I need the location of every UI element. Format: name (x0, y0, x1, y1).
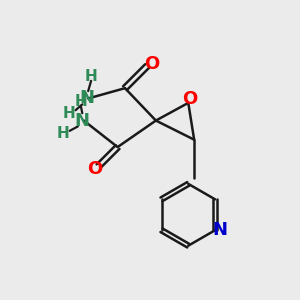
Text: H: H (63, 106, 75, 121)
Text: H: H (85, 69, 98, 84)
Text: O: O (87, 160, 103, 178)
Text: H: H (57, 126, 70, 141)
Text: H: H (74, 94, 87, 109)
Text: N: N (75, 112, 90, 130)
Text: O: O (144, 55, 159, 73)
Text: N: N (213, 221, 228, 239)
Text: N: N (79, 89, 94, 107)
Text: O: O (182, 90, 197, 108)
